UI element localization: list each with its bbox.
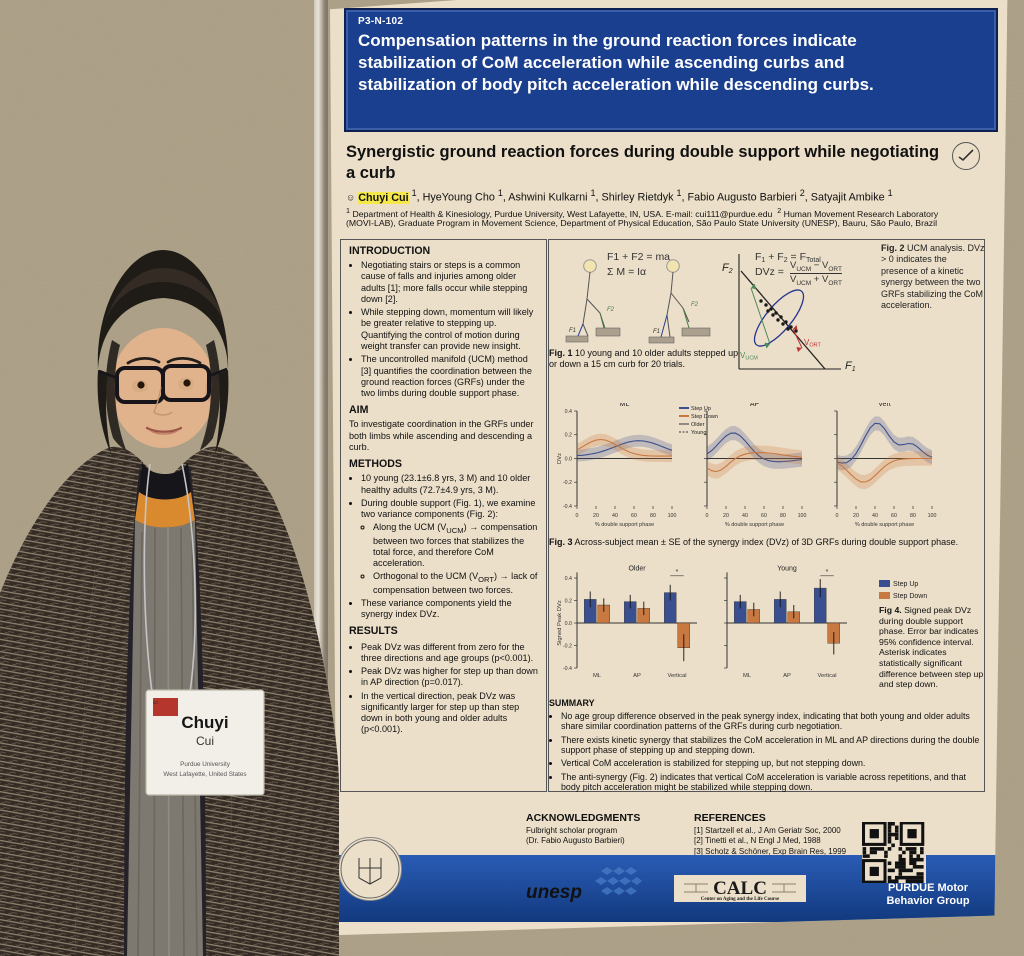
svg-text:dd: dd [153,700,158,705]
svg-text:West Lafayette, United States: West Lafayette, United States [163,771,246,778]
svg-text:Cui: Cui [196,734,214,748]
svg-text:Chuyi: Chuyi [181,713,228,732]
svg-text:Purdue University: Purdue University [180,761,231,768]
